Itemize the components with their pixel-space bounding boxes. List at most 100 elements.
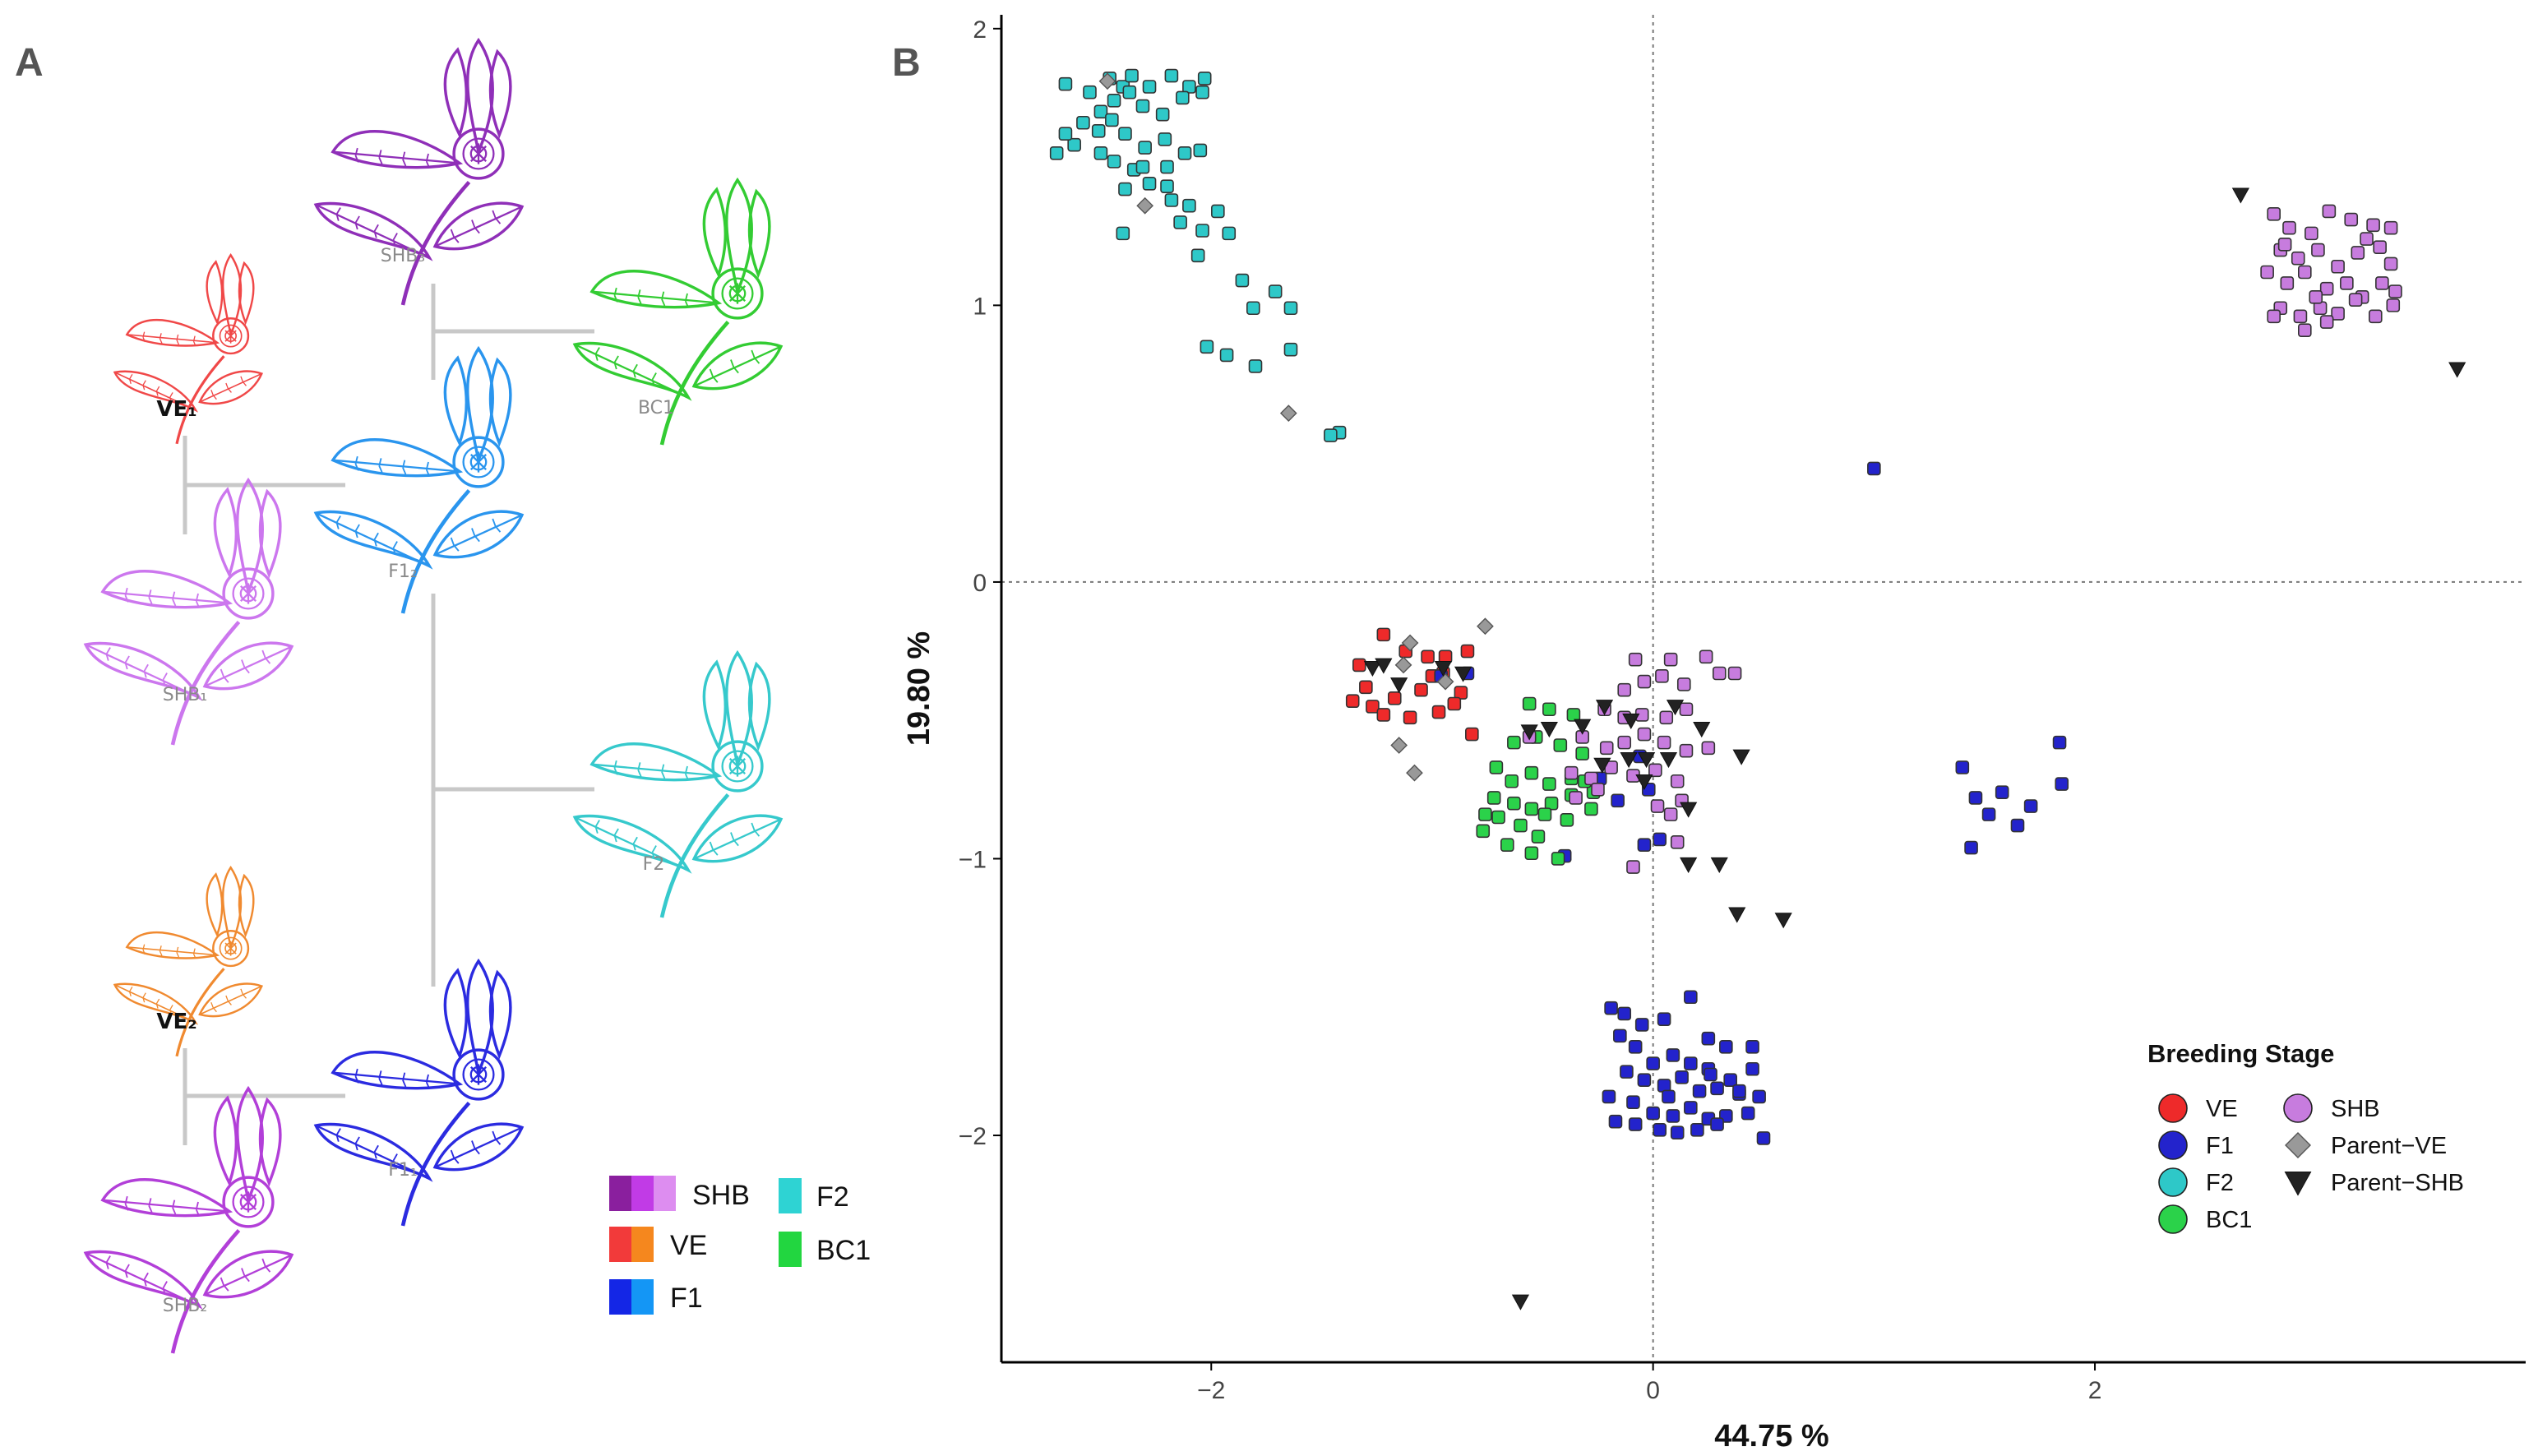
point-shb [2373, 240, 2387, 255]
plant-f2-label: F2 [643, 854, 665, 875]
point-f1 [1626, 1095, 1640, 1109]
point-parent-shb [1620, 752, 1638, 769]
point-bc1 [1531, 830, 1546, 844]
point-f1 [1608, 1114, 1623, 1129]
point-f2 [1173, 215, 1187, 229]
point-f1 [1684, 1101, 1698, 1115]
point-ve [1465, 727, 1479, 742]
legend-marker-f1 [2158, 1130, 2188, 1160]
point-shb [2331, 307, 2345, 321]
y-axis-label: 19.80 % [902, 631, 936, 746]
plant-bc1-illustration [575, 180, 781, 445]
point-f1 [1741, 1106, 1755, 1121]
point-parent-shb [1728, 907, 1746, 923]
point-f2 [1107, 94, 1121, 108]
plant-ve2-label: VE₂ [156, 1010, 196, 1034]
point-shb [1637, 674, 1652, 689]
point-shb [1617, 735, 1632, 750]
point-shb [2291, 251, 2305, 266]
point-shb [2344, 212, 2359, 227]
point-parent-shb [1363, 660, 1382, 677]
point-shb [2351, 246, 2365, 260]
point-shb [1663, 652, 1678, 667]
point-f1 [1662, 1089, 1676, 1104]
x-tick-label: −2 [1197, 1377, 1225, 1404]
point-bc1 [1542, 777, 1556, 791]
point-f1 [1670, 1126, 1685, 1139]
legend-shb-swatch-2 [631, 1176, 654, 1211]
point-parent-ve [1390, 737, 1408, 754]
point-f1 [1710, 1117, 1724, 1131]
legend-marker-shb [2283, 1093, 2313, 1123]
point-parent-shb [1710, 857, 1728, 873]
point-ve [1376, 708, 1391, 722]
point-ve [1421, 649, 1435, 664]
point-shb [1679, 702, 1694, 717]
point-f2 [1193, 143, 1208, 158]
point-shb [1617, 682, 1632, 697]
point-f2 [1160, 179, 1174, 193]
point-f2 [1177, 146, 1192, 160]
point-bc1 [1507, 796, 1521, 811]
series-shb [1522, 204, 2402, 874]
point-f1 [1690, 1122, 1704, 1137]
point-bc1 [1524, 802, 1539, 816]
point-f1 [1867, 461, 1881, 476]
point-bc1 [1551, 852, 1565, 866]
point-f1 [1620, 1065, 1634, 1079]
legend-marker-parent-shb [2284, 1172, 2312, 1196]
point-f2 [1222, 226, 1237, 241]
point-f1 [1756, 1131, 1771, 1145]
point-f1 [1745, 1061, 1759, 1076]
point-shb [1676, 677, 1691, 691]
point-bc1 [1505, 774, 1519, 788]
point-f1 [1657, 1012, 1671, 1026]
point-bc1 [1478, 807, 1492, 821]
legend-title: Breeding Stage [2147, 1039, 2334, 1068]
legend-label-f2: F2 [2206, 1170, 2234, 1196]
point-f1 [1617, 1006, 1632, 1021]
point-f2 [1283, 301, 1298, 316]
point-f2 [1164, 193, 1179, 207]
point-parent-shb [1574, 719, 1592, 735]
plant-f11 [316, 961, 522, 1226]
point-parent-ve [1098, 72, 1116, 90]
panel-a: A SHB₃ BC1 VE₁ F1₂ SHB₁ F2 VE₂ F1₁ [15, 40, 871, 1353]
point-shb [1637, 727, 1652, 742]
point-f2 [1164, 68, 1179, 83]
point-parent-shb [2231, 187, 2249, 204]
point-shb [2309, 289, 2323, 304]
point-bc1 [1507, 735, 1521, 750]
point-f1 [1719, 1040, 1733, 1054]
plant-f12-label: F1₂ [388, 562, 417, 582]
legend-ve-label: VE [670, 1230, 707, 1261]
legend-label-ve: VE [2206, 1096, 2238, 1122]
point-parent-shb [1454, 666, 1472, 682]
legend-f2-swatch [779, 1178, 802, 1213]
point-parent-shb [1595, 700, 1614, 716]
point-shb [2277, 238, 2292, 252]
plant-f12-illustration [316, 349, 522, 613]
plant-shb1-label: SHB₁ [163, 685, 207, 705]
y-tick-label: 1 [973, 293, 987, 320]
point-shb [1569, 791, 1583, 805]
point-parent-shb [1659, 752, 1678, 769]
point-bc1 [1537, 807, 1552, 821]
point-shb [2293, 309, 2308, 324]
point-ve [1376, 627, 1391, 642]
point-shb [2305, 226, 2318, 241]
point-f1 [2052, 735, 2067, 750]
point-shb [2340, 276, 2354, 290]
point-shb [2331, 259, 2345, 274]
point-parent-shb [1593, 757, 1611, 774]
point-f2 [1118, 127, 1132, 141]
point-bc1 [1566, 708, 1581, 722]
point-f2 [1116, 226, 1130, 241]
point-parent-shb [1666, 700, 1685, 716]
point-ve [1403, 710, 1417, 725]
point-parent-shb [1622, 713, 1640, 729]
point-f1 [1634, 1018, 1649, 1032]
point-shb [2383, 220, 2398, 235]
point-ve [1366, 700, 1380, 714]
